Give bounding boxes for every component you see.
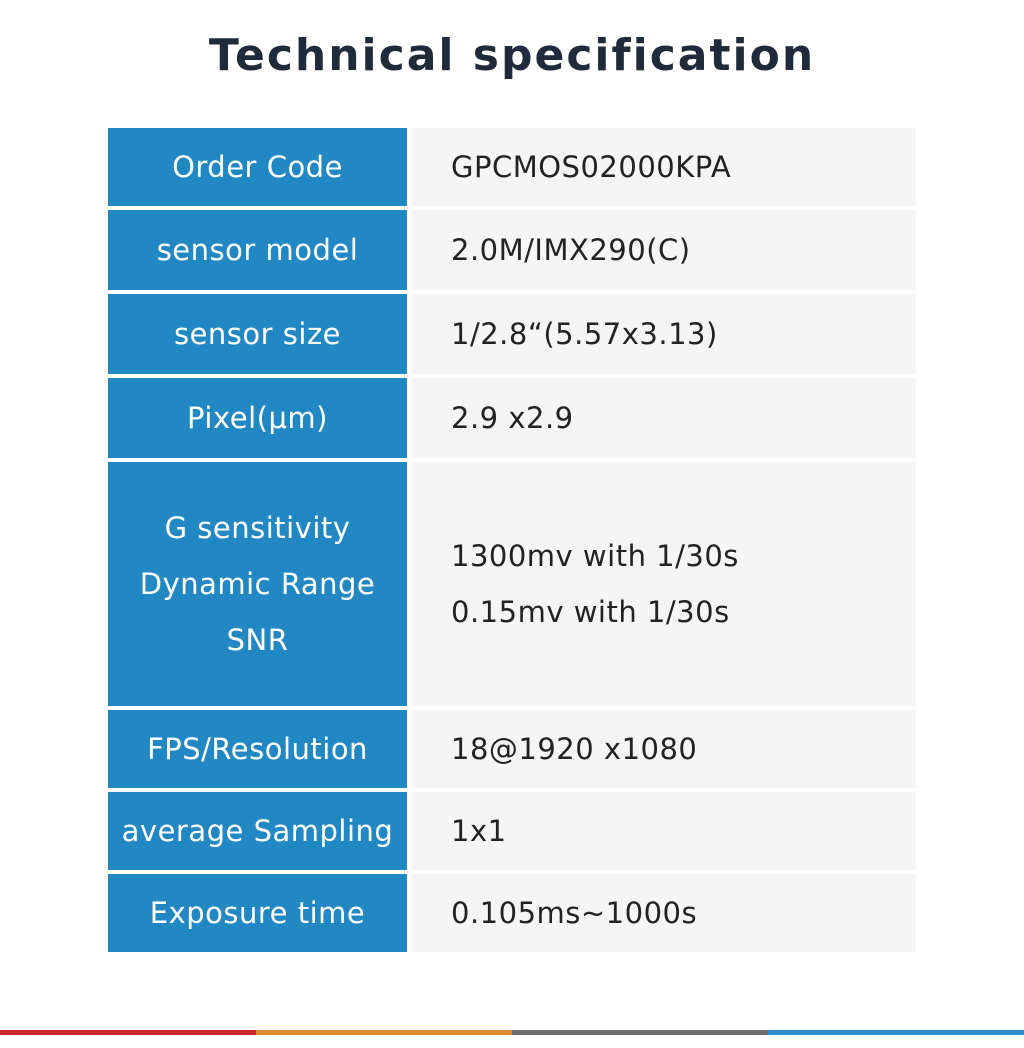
spec-table: Order Code GPCMOS02000KPA sensor model 2… [108, 128, 916, 956]
spec-row-exposure-time: Exposure time 0.105ms~1000s [108, 874, 916, 952]
spec-label-line: G sensitivity [164, 511, 351, 545]
spec-row-order-code: Order Code GPCMOS02000KPA [108, 128, 916, 206]
spec-value: 1x1 [411, 792, 916, 870]
spec-row-pixel: Pixel(μm) 2.9 x2.9 [108, 378, 916, 458]
spec-label-line: Dynamic Range [139, 567, 376, 601]
spec-value-line: 1300mv with 1/30s [451, 539, 739, 573]
spec-label-line: SNR [226, 623, 289, 657]
spec-value: 1/2.8“(5.57x3.13) [411, 294, 916, 374]
spec-label-multiline: G sensitivity Dynamic Range SNR [108, 462, 407, 706]
spec-value: 2.0M/IMX290(C) [411, 210, 916, 290]
spec-row-average-sampling: average Sampling 1x1 [108, 792, 916, 870]
spec-row-fps-resolution: FPS/Resolution 18@1920 x1080 [108, 710, 916, 788]
spec-row-sensor-size: sensor size 1/2.8“(5.57x3.13) [108, 294, 916, 374]
spec-label: sensor size [108, 294, 407, 374]
footer-color-bar [0, 1030, 1024, 1035]
spec-label: FPS/Resolution [108, 710, 407, 788]
spec-label: average Sampling [108, 792, 407, 870]
spec-value-line: 0.15mv with 1/30s [451, 595, 730, 629]
spec-label: Order Code [108, 128, 407, 206]
spec-label: sensor model [108, 210, 407, 290]
footer-stripe-blue [768, 1030, 1024, 1035]
footer-stripe-red [0, 1030, 256, 1035]
page-title: Technical specification [208, 30, 816, 81]
spec-value: 2.9 x2.9 [411, 378, 916, 458]
spec-value: 0.105ms~1000s [411, 874, 916, 952]
spec-value-multiline: 1300mv with 1/30s 0.15mv with 1/30s [411, 462, 916, 706]
spec-label: Exposure time [108, 874, 407, 952]
footer-stripe-gray [512, 1030, 768, 1035]
spec-value: GPCMOS02000KPA [411, 128, 916, 206]
spec-row-sensor-model: sensor model 2.0M/IMX290(C) [108, 210, 916, 290]
footer-stripe-orange [256, 1030, 512, 1035]
spec-value: 18@1920 x1080 [411, 710, 916, 788]
spec-label: Pixel(μm) [108, 378, 407, 458]
spec-row-sensitivity: G sensitivity Dynamic Range SNR 1300mv w… [108, 462, 916, 706]
